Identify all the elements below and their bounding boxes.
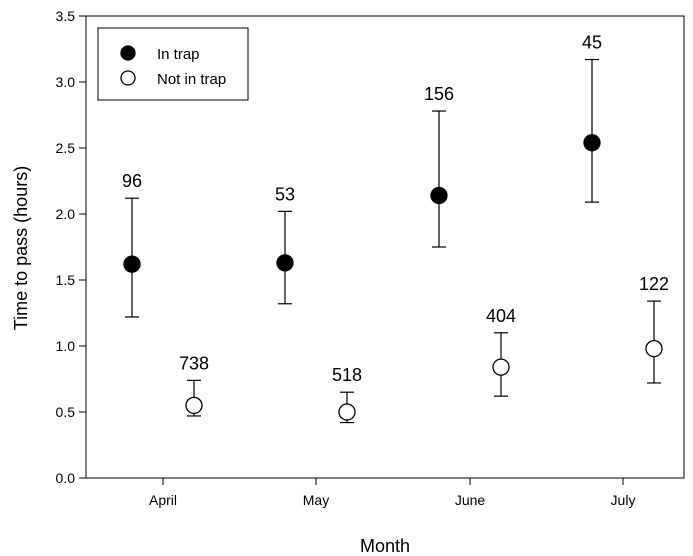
y-axis-label: Time to pass (hours) bbox=[11, 166, 31, 330]
legend-marker-in-trap bbox=[120, 45, 136, 61]
legend-box bbox=[97, 27, 249, 101]
sample-size-label: 156 bbox=[424, 84, 454, 104]
y-tick-label: 2.5 bbox=[56, 140, 76, 156]
data-point: 122 bbox=[639, 274, 669, 384]
legend-marker-not-in-trap bbox=[120, 70, 136, 86]
data-point: 53 bbox=[275, 184, 295, 305]
x-axis-label: Month bbox=[360, 536, 410, 556]
x-tick-label: July bbox=[611, 492, 636, 508]
data-point: 45 bbox=[582, 33, 602, 203]
legend: In trap Not in trap bbox=[97, 27, 249, 101]
marker bbox=[645, 339, 663, 358]
y-tick-label: 3.0 bbox=[56, 74, 76, 90]
sample-size-label: 404 bbox=[486, 306, 516, 326]
data-point: 404 bbox=[486, 306, 516, 397]
legend-label-not-in-trap: Not in trap bbox=[157, 71, 226, 88]
sample-size-label: 96 bbox=[122, 171, 142, 191]
plot-frame bbox=[85, 15, 685, 479]
legend-label-in-trap: In trap bbox=[157, 46, 200, 63]
data-point: 518 bbox=[332, 365, 362, 424]
sample-size-label: 53 bbox=[275, 184, 295, 204]
x-tick-label: April bbox=[149, 492, 177, 508]
plot-area bbox=[85, 15, 685, 479]
data-point: 156 bbox=[424, 84, 454, 248]
marker bbox=[338, 403, 356, 421]
y-tick-label: 3.5 bbox=[56, 8, 76, 24]
x-axis: April May June July bbox=[149, 478, 635, 508]
sample-size-label: 738 bbox=[179, 353, 209, 373]
y-tick-label: 0.0 bbox=[56, 470, 76, 486]
y-axis: 0.0 0.5 1.0 1.5 2.0 2.5 3.0 3.5 bbox=[56, 8, 86, 486]
data-point: 738 bbox=[179, 353, 209, 417]
sample-size-label: 122 bbox=[639, 274, 669, 294]
data-marks: 96 53 156 45 738 518 404 122 bbox=[122, 33, 669, 424]
marker bbox=[185, 396, 203, 415]
y-tick-label: 1.0 bbox=[56, 338, 76, 354]
y-tick-label: 1.5 bbox=[56, 272, 76, 288]
marker bbox=[430, 186, 448, 205]
marker bbox=[276, 254, 294, 272]
sample-size-label: 45 bbox=[582, 33, 602, 53]
y-tick-label: 2.0 bbox=[56, 206, 76, 222]
marker bbox=[492, 358, 510, 376]
marker bbox=[123, 255, 141, 273]
x-tick-label: May bbox=[303, 492, 329, 508]
y-tick-label: 0.5 bbox=[56, 404, 76, 420]
marker bbox=[583, 134, 601, 152]
x-tick-label: June bbox=[455, 492, 486, 508]
sample-size-label: 518 bbox=[332, 365, 362, 385]
data-point: 96 bbox=[122, 171, 142, 318]
